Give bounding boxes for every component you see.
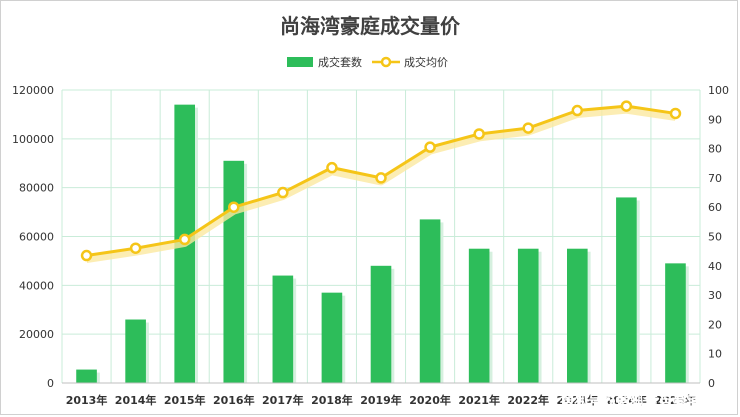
- bar: [125, 319, 146, 383]
- grid: [61, 89, 701, 384]
- x-tick-label: 2013年: [66, 393, 108, 407]
- x-tick-label: 2023年: [556, 393, 598, 407]
- y-left-tick-label: 100000: [12, 133, 54, 146]
- y-right-tick-label: 90: [708, 113, 722, 126]
- y-right-tick-label: 10: [708, 348, 722, 361]
- watermark-group: 搜狐号@搜狐焦点豪宅大佬: [560, 393, 728, 410]
- legend: 成交套数 成交均价: [287, 55, 448, 69]
- x-tick-label: 2016年: [213, 393, 255, 407]
- y-right-tick-label: 40: [708, 260, 722, 273]
- bar: [616, 197, 637, 383]
- y-left-tick-label: 20000: [19, 328, 54, 341]
- y-right-tick-label: 80: [708, 143, 722, 156]
- x-tick-label: 2018年: [311, 393, 353, 407]
- legend-bar-swatch: [287, 57, 313, 67]
- line-point: [80, 249, 93, 262]
- y-left-tick-label: 0: [47, 377, 54, 390]
- y-left-tick-label: 80000: [19, 182, 54, 195]
- bar: [517, 248, 539, 383]
- line-point: [473, 128, 485, 140]
- line-point: [424, 141, 436, 153]
- bar: [567, 248, 588, 383]
- y-right-tick-label: 50: [708, 231, 722, 244]
- line-series: [80, 100, 682, 264]
- y-right-tick-label: 60: [708, 201, 722, 214]
- y-left-tick-label: 40000: [19, 279, 54, 292]
- line-point: [669, 107, 682, 120]
- x-tick-label: 2017年: [262, 393, 304, 407]
- x-tick-label: 2021年: [458, 393, 500, 407]
- x-tick-label: 2025年: [655, 393, 697, 407]
- line-point: [228, 201, 240, 213]
- line-point: [326, 161, 338, 174]
- y-left-tick-label: 60000: [19, 231, 54, 244]
- bar: [223, 160, 245, 383]
- legend-line-marker: [380, 56, 392, 68]
- x-tick-label: 2024年: [606, 393, 648, 407]
- y-left-tick-label: 120000: [12, 84, 54, 97]
- y-right-tick-label: 20: [708, 318, 722, 331]
- chart-title: 尚海湾豪庭成交量价: [280, 14, 461, 38]
- x-tick-label: 2014年: [115, 393, 157, 407]
- y-right-tick-label: 100: [708, 84, 729, 97]
- bar: [76, 369, 97, 383]
- y-right-tick-label: 70: [708, 172, 722, 185]
- line-point: [620, 100, 633, 112]
- line-point: [375, 172, 387, 184]
- bar: [321, 292, 343, 383]
- bar: [665, 263, 686, 383]
- bar: [370, 265, 392, 383]
- line-point: [277, 186, 289, 199]
- line-point: [571, 104, 584, 117]
- bar: [419, 219, 441, 383]
- y-right-tick-label: 0: [708, 377, 715, 390]
- legend-bar-label: 成交套数: [318, 55, 362, 69]
- bar: [272, 275, 294, 383]
- line-point: [129, 242, 142, 254]
- y-right-tick-label: 30: [708, 289, 722, 302]
- x-tick-label: 2015年: [164, 393, 206, 407]
- x-tick-label: 2019年: [360, 393, 402, 407]
- x-tick-label: 2020年: [409, 393, 451, 407]
- axes: 0 20000 40000 60000 80000 100000 120000 0 10 20 30…: [12, 84, 729, 407]
- line-point: [522, 122, 534, 134]
- legend-line-label: 成交均价: [404, 55, 448, 69]
- line-point: [178, 233, 191, 246]
- bar: [468, 248, 490, 383]
- x-tick-label: 2022年: [507, 393, 549, 407]
- watermark: 搜狐号@搜狐焦点豪宅大佬: [560, 393, 728, 410]
